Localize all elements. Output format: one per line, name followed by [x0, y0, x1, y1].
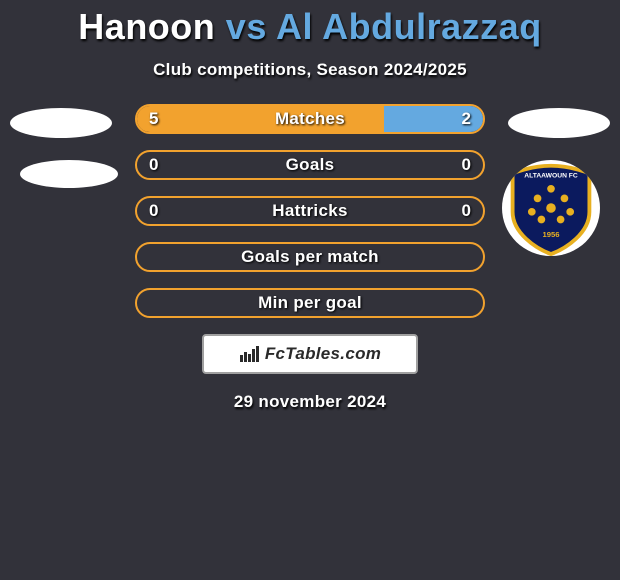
page-title: Hanoon vs Al Abdulrazzaq: [0, 0, 620, 48]
altaawoun-crest-icon: ALTAAWOUN FC 1956: [502, 160, 600, 256]
stat-bar-right-value: 0: [310, 198, 483, 224]
player2-avatar-placeholder: [508, 108, 610, 138]
snapshot-date: 29 november 2024: [0, 392, 620, 412]
brand-badge: FcTables.com: [202, 334, 418, 374]
stat-bar-left-value: 5: [137, 106, 384, 132]
title-player2: Al Abdulrazzaq: [276, 6, 542, 47]
stat-bar: Min per goal: [135, 288, 485, 318]
player1-avatar-placeholder: [10, 108, 112, 138]
bar-chart-icon: [239, 345, 261, 363]
crest-name-text: ALTAAWOUN FC: [524, 172, 578, 179]
stat-bar: 00Goals: [135, 150, 485, 180]
stat-bars: 52Matches 00Goals 00Hattricks Goals per mat…: [135, 104, 485, 334]
stat-bar-right-value: 0: [310, 152, 483, 178]
stat-bar-right-value: [310, 244, 483, 270]
stat-bar-right-value: [310, 290, 483, 316]
title-player1: Hanoon: [78, 6, 215, 47]
brand-text: FcTables.com: [265, 344, 381, 364]
stat-bar: Goals per match: [135, 242, 485, 272]
stat-bar: 52Matches: [135, 104, 485, 134]
stat-bar: 00Hattricks: [135, 196, 485, 226]
subtitle: Club competitions, Season 2024/2025: [0, 60, 620, 80]
stat-bar-left-value: 0: [137, 152, 310, 178]
stat-bar-left-value: 0: [137, 198, 310, 224]
stat-bar-left-value: [137, 290, 310, 316]
player1-club-placeholder: [20, 160, 118, 188]
player2-club-crest: ALTAAWOUN FC 1956: [502, 160, 600, 256]
stat-bar-right-value: 2: [384, 106, 483, 132]
title-vs: vs: [226, 6, 267, 47]
crest-year-text: 1956: [542, 230, 559, 239]
stat-bar-left-value: [137, 244, 310, 270]
